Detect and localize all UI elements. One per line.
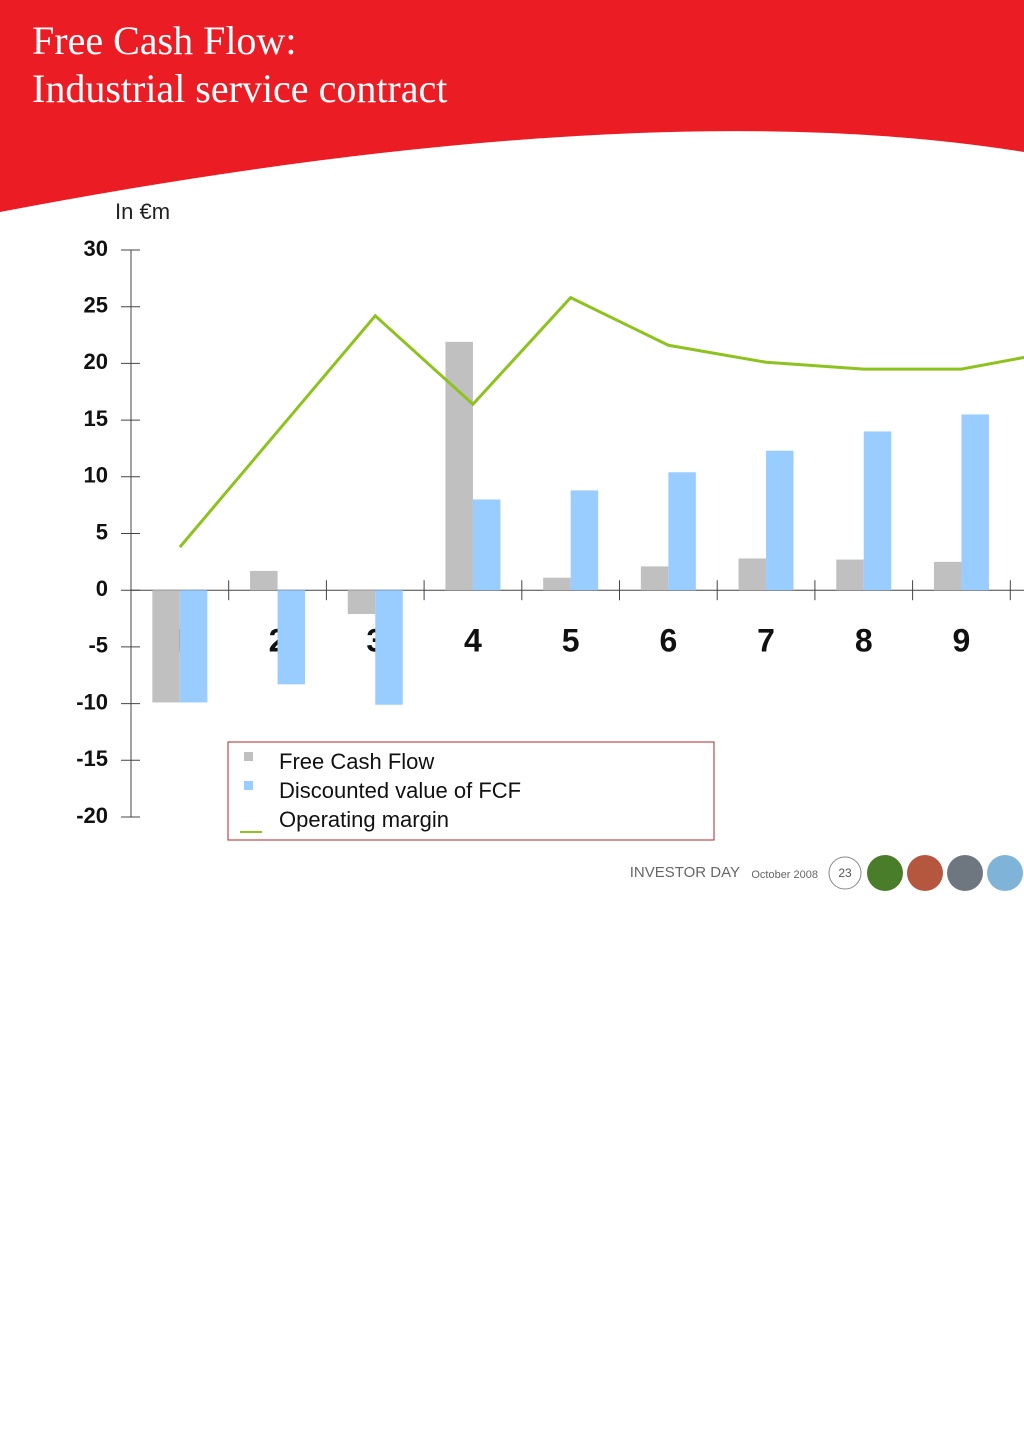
legend-box xyxy=(227,741,715,841)
bar xyxy=(277,590,306,685)
legend-marker xyxy=(244,752,253,761)
bar xyxy=(179,590,208,703)
bar xyxy=(863,431,892,591)
bar xyxy=(152,590,180,703)
subtitle: Industrial service contract xyxy=(32,66,447,111)
bar xyxy=(766,450,794,591)
legend-label: Discounted value of FCF xyxy=(279,778,521,803)
bar xyxy=(933,561,962,591)
y-tick-label: -5 xyxy=(88,633,108,658)
page-circle xyxy=(828,856,862,890)
x-tick-label: 5 xyxy=(562,622,580,658)
icon xyxy=(907,855,943,891)
legend-label: Free Cash Flow xyxy=(279,749,434,774)
bar xyxy=(738,558,767,591)
x-tick-label: 7 xyxy=(757,622,775,658)
header-band xyxy=(0,0,1024,212)
bar xyxy=(472,499,501,591)
footer-event: INVESTOR DAY xyxy=(630,864,740,881)
x-tick-label: 4 xyxy=(464,622,482,658)
icon xyxy=(867,855,903,891)
bar xyxy=(836,559,864,591)
y-tick-label: 0 xyxy=(96,576,108,601)
y-tick-label: -20 xyxy=(76,803,108,828)
bar xyxy=(250,570,278,591)
icon xyxy=(987,855,1023,891)
bar xyxy=(347,590,376,615)
page-number: 23 xyxy=(838,866,852,880)
title: Free Cash Flow: xyxy=(32,18,296,63)
x-tick-label: 8 xyxy=(855,622,873,658)
footer-date: October 2008 xyxy=(751,869,818,881)
legend-label: Operating margin xyxy=(279,807,449,832)
bar xyxy=(543,577,571,591)
icon xyxy=(947,855,983,891)
legend-marker xyxy=(244,781,253,790)
y-tick-label: 20 xyxy=(84,349,108,374)
y-tick-label: -15 xyxy=(76,746,108,771)
line xyxy=(178,295,1024,549)
bar xyxy=(445,341,473,591)
y-axis-label: In €m xyxy=(115,199,170,224)
y-tick-label: 30 xyxy=(84,236,108,261)
bar xyxy=(961,414,989,591)
x-tick-label: 9 xyxy=(953,622,971,658)
bar xyxy=(570,490,599,591)
x-tick-label: 6 xyxy=(659,622,677,658)
y-tick-label: 15 xyxy=(84,406,108,431)
y-tick-label: 5 xyxy=(96,519,108,544)
bar xyxy=(668,472,696,591)
bar xyxy=(640,566,669,591)
y-tick-label: 25 xyxy=(84,293,108,318)
y-tick-label: -10 xyxy=(76,689,108,714)
y-tick-label: 10 xyxy=(84,463,108,488)
bar xyxy=(375,590,403,705)
